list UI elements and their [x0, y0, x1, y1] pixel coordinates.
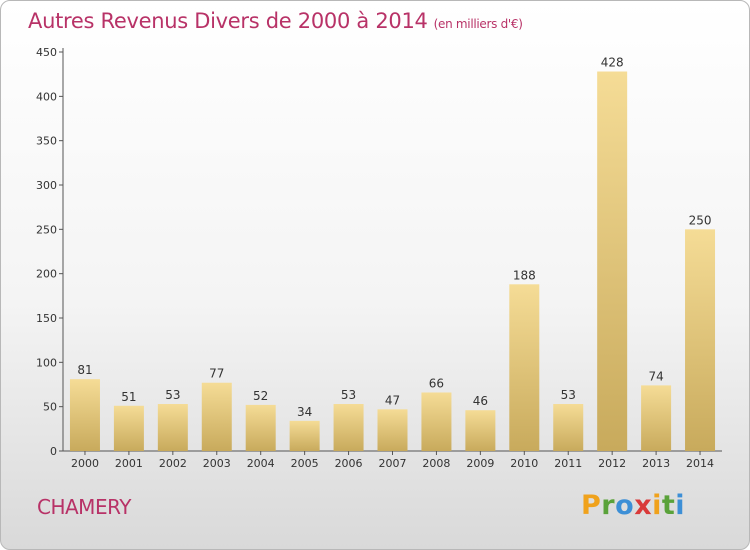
bar-2006 — [333, 404, 364, 451]
x-tick-label-2009: 2009 — [466, 457, 494, 470]
commune-name: CHAMERY — [37, 495, 131, 519]
x-tick-label-2010: 2010 — [510, 457, 538, 470]
x-tick-label-2011: 2011 — [554, 457, 582, 470]
x-tick-label-2000: 2000 — [71, 457, 99, 470]
x-tick-label-2003: 2003 — [203, 457, 231, 470]
data-label-2011: 53 — [561, 388, 576, 402]
data-label-2005: 34 — [297, 405, 312, 419]
axes: 0 50 100 150 200 250 300 350 400 450 2000 2001 2002 2… — [36, 46, 722, 470]
logo-letter: r — [601, 490, 616, 521]
bar-2011 — [553, 404, 584, 451]
y-tick-label: 100 — [36, 356, 57, 369]
logo-letter: i — [652, 490, 662, 521]
data-label-2010: 188 — [513, 268, 536, 282]
x-tick-label-2014: 2014 — [686, 457, 714, 470]
bar-2009 — [465, 410, 496, 451]
bar-2008 — [421, 392, 452, 451]
bar-2012 — [597, 71, 628, 452]
data-label-2008: 66 — [429, 376, 444, 390]
bar-2010 — [509, 284, 540, 451]
data-label-2001: 51 — [121, 390, 136, 404]
data-label-2012: 428 — [601, 56, 624, 70]
x-tick-label-2008: 2008 — [422, 457, 450, 470]
chart-title: Autres Revenus Divers de 2000 à 2014 (en … — [28, 9, 523, 33]
data-label-2013: 74 — [648, 369, 663, 383]
proxiti-logo: Proxiti — [581, 490, 685, 521]
y-tick-label: 350 — [36, 135, 57, 148]
x-tick-label-2013: 2013 — [642, 457, 670, 470]
x-tick-label-2007: 2007 — [379, 457, 407, 470]
bar-2001 — [113, 405, 144, 451]
bar-2004 — [245, 404, 276, 451]
data-label-2004: 52 — [253, 389, 268, 403]
data-label-2014: 250 — [689, 213, 712, 227]
y-tick-label: 150 — [36, 312, 57, 325]
x-tick-label-2012: 2012 — [598, 457, 626, 470]
logo-letter: o — [615, 490, 635, 521]
bars: 81 51 53 77 52 34 53 47 66 46 188 53 428 74 250 — [69, 56, 716, 452]
data-label-2007: 47 — [385, 393, 400, 407]
bar-2000 — [69, 379, 100, 451]
logo-letter: x — [634, 490, 653, 521]
logo-letter: t — [661, 490, 676, 521]
y-tick-label: 400 — [36, 90, 57, 103]
logo-letter: P — [581, 490, 602, 521]
x-tick-label-2001: 2001 — [115, 457, 143, 470]
y-tick-label: 300 — [36, 179, 57, 192]
data-label-2000: 81 — [77, 363, 92, 377]
y-tick-label: 250 — [36, 223, 57, 236]
bar-2007 — [377, 409, 408, 451]
y-tick-label: 200 — [36, 268, 57, 281]
bar-2003 — [201, 382, 232, 451]
data-label-2006: 53 — [341, 388, 356, 402]
y-tick-label: 50 — [43, 401, 57, 414]
title-text: Autres Revenus Divers de 2000 à 2014 — [28, 9, 428, 33]
x-tick-label-2002: 2002 — [159, 457, 187, 470]
x-tick-label-2006: 2006 — [335, 457, 363, 470]
x-tick-label-2004: 2004 — [247, 457, 275, 470]
bar-2013 — [641, 385, 672, 451]
data-label-2003: 77 — [209, 367, 224, 381]
y-tick-label: 0 — [50, 445, 57, 458]
data-label-2002: 53 — [165, 388, 180, 402]
y-tick-label: 450 — [36, 46, 57, 59]
x-tick-label-2005: 2005 — [291, 457, 319, 470]
bar-2002 — [157, 404, 188, 451]
data-label-2009: 46 — [473, 394, 488, 408]
bar-2005 — [289, 420, 320, 451]
bar-2014 — [685, 229, 716, 451]
unit-label: (en milliers d'€) — [433, 17, 523, 31]
logo-letter: i — [675, 490, 686, 521]
